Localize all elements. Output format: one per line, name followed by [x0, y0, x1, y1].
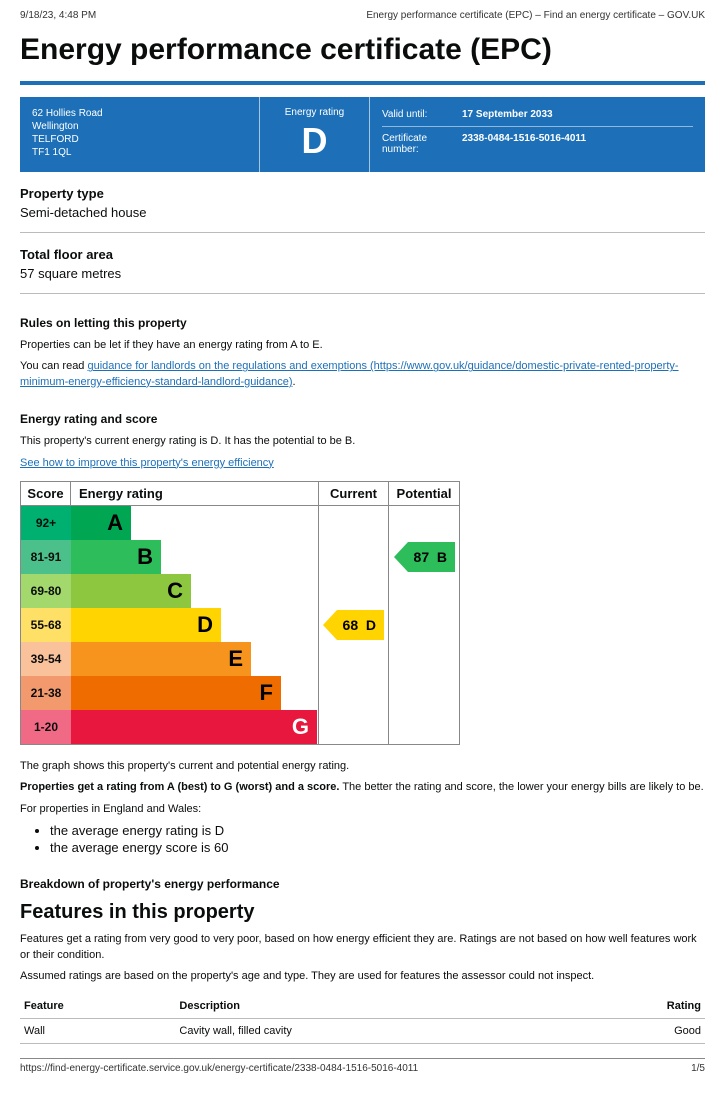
letting-text-2: You can read guidance for landlords on t…: [20, 359, 705, 390]
table-cell: Good: [568, 1019, 705, 1044]
floor-area-value: 57 square metres: [20, 266, 705, 281]
property-type-value: Semi-detached house: [20, 205, 705, 220]
chart-bullets: the average energy rating is D the averag…: [50, 823, 705, 855]
chart-bars: 92+ A 81-91 B 69-80 C 55-68 D 39-54 E 21…: [21, 506, 319, 744]
print-header: 9/18/23, 4:48 PM Energy performance cert…: [20, 10, 705, 21]
letting-heading: Rules on letting this property: [20, 316, 705, 330]
table-row: WallCavity wall, filled cavityGood: [20, 1019, 705, 1044]
chart-band-row: 69-80 C: [21, 574, 318, 608]
chart-band-row: 21-38 F: [21, 676, 318, 710]
address-line: 62 Hollies Road: [32, 107, 247, 120]
table-header-row: FeatureDescriptionRating: [20, 994, 705, 1019]
address-line: TELFORD: [32, 133, 247, 146]
chart-band-row: 1-20 G: [21, 710, 318, 744]
list-item: the average energy score is 60: [50, 840, 705, 855]
property-type-label: Property type: [20, 186, 705, 201]
cert-number-value: 2338-0484-1516-5016-4011: [462, 133, 693, 155]
band-bar: C: [71, 574, 191, 608]
chart-band-row: 55-68 D: [21, 608, 318, 642]
band-bar: E: [71, 642, 251, 676]
band-score: 69-80: [21, 574, 71, 608]
features-heading: Features in this property: [20, 901, 705, 924]
chart-header: Score Energy rating Current Potential: [21, 482, 459, 506]
table-header-cell: Feature: [20, 994, 175, 1019]
rating-heading: Energy rating and score: [20, 412, 705, 426]
band-bar: B: [71, 540, 161, 574]
chart-note-3: For properties in England and Wales:: [20, 802, 705, 817]
chart-header-current: Current: [319, 482, 389, 505]
rating-text: This property's current energy rating is…: [20, 434, 705, 449]
features-p1: Features get a rating from very good to …: [20, 932, 705, 963]
divider: [20, 293, 705, 294]
band-score: 21-38: [21, 676, 71, 710]
features-p2: Assumed ratings are based on the propert…: [20, 969, 705, 984]
table-cell: Wall: [20, 1019, 175, 1044]
print-title: Energy performance certificate (EPC) – F…: [366, 10, 705, 21]
title-rule: [20, 81, 705, 85]
cert-number-label: Certificate number:: [382, 133, 462, 155]
floor-area-section: Total floor area 57 square metres: [20, 247, 705, 281]
current-pointer: 68 D: [337, 610, 384, 640]
band-bar: D: [71, 608, 221, 642]
rating-letter: D: [268, 120, 361, 162]
property-type-section: Property type Semi-detached house: [20, 186, 705, 220]
print-page: 1/5: [691, 1063, 705, 1074]
band-bar: A: [71, 506, 131, 540]
address-line: Wellington: [32, 120, 247, 133]
chart-header-potential: Potential: [389, 482, 459, 505]
band-score: 55-68: [21, 608, 71, 642]
band-score: 81-91: [21, 540, 71, 574]
print-footer: https://find-energy-certificate.service.…: [20, 1058, 705, 1074]
chart-note-2: Properties get a rating from A (best) to…: [20, 780, 705, 795]
banner-rating: Energy rating D: [260, 97, 370, 172]
letting-suffix: .: [292, 376, 295, 388]
breakdown-heading: Breakdown of property's energy performan…: [20, 877, 705, 891]
chart-band-row: 92+ A: [21, 506, 318, 540]
band-score: 92+: [21, 506, 71, 540]
band-score: 1-20: [21, 710, 71, 744]
banner-details: Valid until: 17 September 2033 Certifica…: [370, 97, 705, 172]
chart-note-2-rest: The better the rating and score, the low…: [339, 781, 703, 793]
page-title: Energy performance certificate (EPC): [20, 33, 705, 67]
features-table: FeatureDescriptionRating WallCavity wall…: [20, 994, 705, 1044]
divider: [20, 232, 705, 233]
table-header-cell: Rating: [568, 994, 705, 1019]
improve-efficiency-link[interactable]: See how to improve this property's energ…: [20, 457, 274, 469]
potential-pointer: 87 B: [408, 542, 455, 572]
chart-note-1: The graph shows this property's current …: [20, 759, 705, 774]
floor-area-label: Total floor area: [20, 247, 705, 262]
chart-band-row: 39-54 E: [21, 642, 318, 676]
energy-rating-chart: Score Energy rating Current Potential 92…: [20, 481, 460, 745]
rating-label: Energy rating: [285, 107, 344, 118]
chart-header-score: Score: [21, 482, 71, 505]
address-line: TF1 1QL: [32, 146, 247, 159]
table-cell: Cavity wall, filled cavity: [175, 1019, 567, 1044]
letting-text-1: Properties can be let if they have an en…: [20, 338, 705, 353]
landlord-guidance-link[interactable]: guidance for landlords on the regulation…: [20, 360, 679, 387]
chart-header-rating: Energy rating: [71, 482, 319, 505]
list-item: the average energy rating is D: [50, 823, 705, 838]
chart-note-2-bold: Properties get a rating from A (best) to…: [20, 781, 339, 793]
print-datetime: 9/18/23, 4:48 PM: [20, 10, 96, 21]
table-header-cell: Description: [175, 994, 567, 1019]
band-score: 39-54: [21, 642, 71, 676]
band-bar: F: [71, 676, 281, 710]
chart-potential-col: 87 B: [389, 506, 459, 744]
print-url: https://find-energy-certificate.service.…: [20, 1063, 418, 1074]
valid-until-value: 17 September 2033: [462, 109, 693, 120]
info-banner: 62 Hollies RoadWellingtonTELFORDTF1 1QL …: [20, 97, 705, 172]
chart-body: 92+ A 81-91 B 69-80 C 55-68 D 39-54 E 21…: [21, 506, 459, 744]
chart-current-col: 68 D: [319, 506, 389, 744]
band-bar: G: [71, 710, 317, 744]
banner-address: 62 Hollies RoadWellingtonTELFORDTF1 1QL: [20, 97, 260, 172]
valid-until-label: Valid until:: [382, 109, 462, 120]
chart-band-row: 81-91 B: [21, 540, 318, 574]
letting-prefix: You can read: [20, 360, 87, 372]
